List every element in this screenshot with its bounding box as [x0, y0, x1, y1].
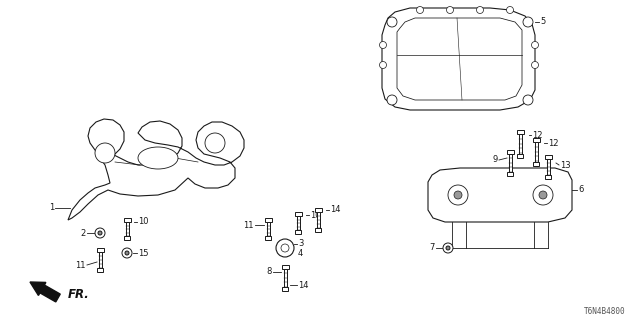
- Bar: [532, 138, 540, 142]
- Bar: [315, 228, 321, 232]
- Circle shape: [531, 61, 538, 68]
- Text: 10: 10: [310, 211, 321, 220]
- Circle shape: [539, 191, 547, 199]
- Circle shape: [205, 133, 225, 153]
- Bar: [516, 130, 524, 134]
- Bar: [265, 236, 271, 240]
- Circle shape: [533, 185, 553, 205]
- Bar: [518, 134, 522, 158]
- Circle shape: [417, 6, 424, 13]
- Text: T6N4B4800: T6N4B4800: [584, 308, 625, 316]
- Bar: [125, 222, 129, 240]
- Bar: [506, 150, 513, 154]
- Text: 8: 8: [267, 268, 272, 276]
- Circle shape: [95, 228, 105, 238]
- Text: 6: 6: [578, 186, 584, 195]
- Text: 14: 14: [330, 205, 340, 214]
- Text: 15: 15: [138, 249, 148, 258]
- Circle shape: [523, 17, 533, 27]
- Text: 3: 3: [298, 239, 303, 249]
- Text: 12: 12: [548, 139, 559, 148]
- Text: 4: 4: [298, 249, 303, 258]
- Text: 2: 2: [81, 228, 86, 237]
- Text: 7: 7: [429, 244, 435, 252]
- Text: 1: 1: [49, 204, 54, 212]
- Circle shape: [523, 95, 533, 105]
- Circle shape: [447, 6, 454, 13]
- Circle shape: [276, 239, 294, 257]
- Circle shape: [281, 244, 289, 252]
- Bar: [294, 212, 301, 216]
- Bar: [317, 212, 319, 232]
- Bar: [282, 287, 288, 291]
- Circle shape: [446, 246, 450, 250]
- Bar: [97, 248, 104, 252]
- Ellipse shape: [138, 147, 178, 169]
- Text: 13: 13: [560, 161, 571, 170]
- Bar: [314, 208, 321, 212]
- Text: 12: 12: [532, 131, 543, 140]
- Bar: [545, 155, 552, 159]
- Bar: [295, 230, 301, 234]
- Circle shape: [448, 185, 468, 205]
- Bar: [534, 142, 538, 166]
- Bar: [264, 218, 271, 222]
- Bar: [509, 154, 511, 176]
- Circle shape: [531, 42, 538, 49]
- Bar: [124, 236, 130, 240]
- Bar: [507, 172, 513, 176]
- Bar: [296, 216, 300, 234]
- Bar: [533, 162, 539, 166]
- Circle shape: [443, 243, 453, 253]
- Text: 9: 9: [493, 156, 498, 164]
- Circle shape: [454, 191, 462, 199]
- Bar: [266, 222, 269, 240]
- Bar: [284, 269, 287, 291]
- Bar: [99, 252, 102, 272]
- Circle shape: [477, 6, 483, 13]
- Circle shape: [380, 42, 387, 49]
- Text: 14: 14: [298, 281, 308, 290]
- Circle shape: [506, 6, 513, 13]
- Circle shape: [125, 251, 129, 255]
- Bar: [282, 265, 289, 269]
- Circle shape: [387, 95, 397, 105]
- Text: 10: 10: [138, 218, 148, 227]
- Bar: [517, 154, 523, 158]
- Bar: [547, 159, 550, 179]
- Text: 11: 11: [76, 260, 86, 269]
- Circle shape: [387, 17, 397, 27]
- Text: 5: 5: [540, 18, 545, 27]
- Circle shape: [98, 231, 102, 235]
- FancyArrow shape: [30, 282, 60, 302]
- Text: 11: 11: [243, 220, 254, 229]
- Polygon shape: [397, 18, 522, 100]
- Circle shape: [380, 61, 387, 68]
- Bar: [545, 175, 551, 179]
- Circle shape: [95, 143, 115, 163]
- Bar: [97, 268, 103, 272]
- Text: FR.: FR.: [68, 289, 90, 301]
- Circle shape: [122, 248, 132, 258]
- Bar: [124, 218, 131, 222]
